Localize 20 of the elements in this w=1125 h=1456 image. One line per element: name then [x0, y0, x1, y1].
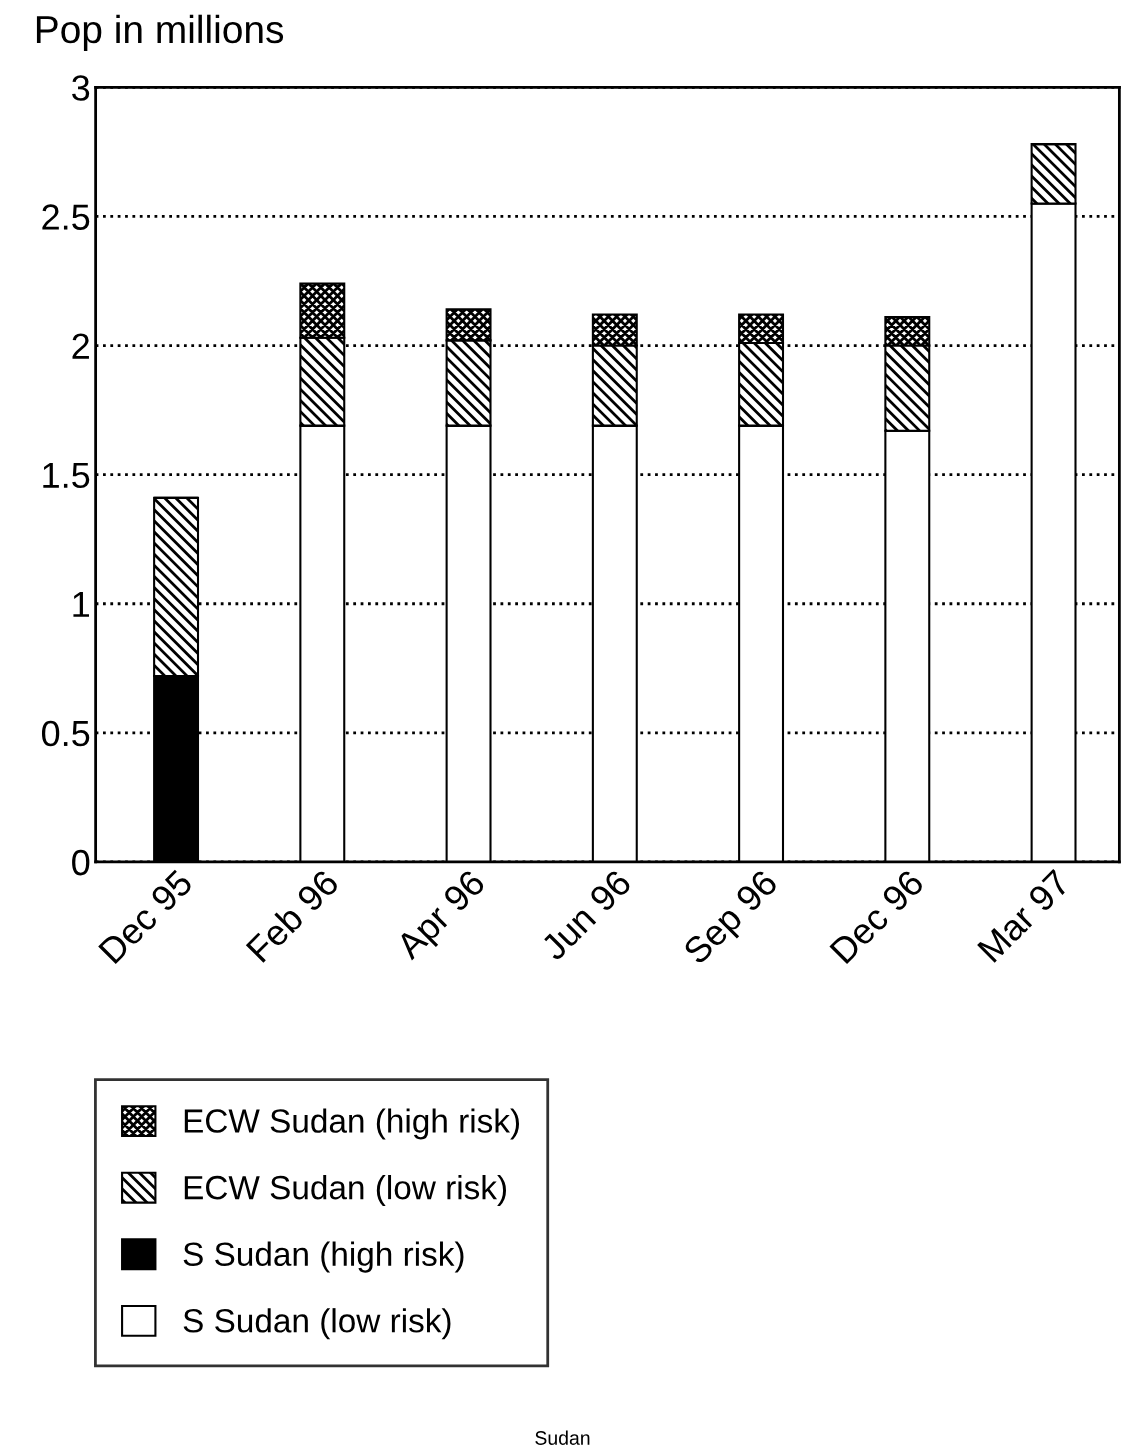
x-tick-label: Sep 96 [681, 868, 784, 971]
x-tick-label: Jun 96 [539, 868, 633, 962]
y-tick-label: 1.5 [43, 462, 90, 489]
legend-label: ECW Sudan (high risk) [184, 1108, 520, 1140]
legend-label: S Sudan (low risk) [183, 1308, 451, 1340]
legend-label: S Sudan (high risk) [183, 1241, 464, 1273]
chart-title: Pop in millions [36, 14, 284, 51]
y-tick-label: 3 [72, 75, 90, 101]
y-tick-label: 1 [73, 592, 89, 617]
y-tick-label: 0.5 [41, 720, 90, 747]
x-tick-label: Dec 95 [97, 868, 194, 965]
y-tick-label: 2.5 [42, 204, 90, 230]
text: Sudan [535, 1430, 590, 1445]
y-tick-label: 0 [72, 849, 90, 876]
x-tick-label: Dec 96 [829, 868, 925, 965]
x-tick-label: Apr 96 [394, 868, 492, 966]
y-tick-label: 2 [72, 333, 89, 359]
x-tick-label: Mar 97 [976, 868, 1072, 963]
x-tick-label: Feb 96 [244, 867, 340, 963]
legend-label: ECW Sudan (low risk) [184, 1174, 507, 1207]
